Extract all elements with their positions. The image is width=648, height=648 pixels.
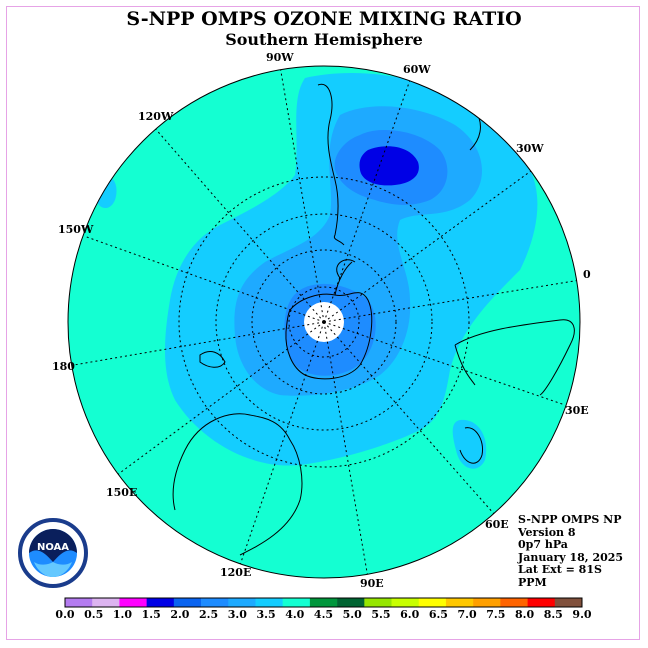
colorbar-tick-label: 3.5 <box>256 608 275 621</box>
colorbar-swatch <box>92 598 120 607</box>
lon-label-60w: 60W <box>403 63 431 76</box>
noaa-logo: NOAA <box>18 518 88 588</box>
colorbar-swatch <box>445 598 474 607</box>
colorbar-tick-label: 4.5 <box>314 608 333 621</box>
colorbar-swatch <box>65 598 93 607</box>
colorbar-tick-label: 8.5 <box>544 608 563 621</box>
lon-label-30w: 30W <box>516 142 544 155</box>
lon-label-180: 180 <box>52 360 75 373</box>
lon-label-90w: 90W <box>266 51 294 64</box>
colorbar-tick-label: 2.5 <box>199 608 218 621</box>
colorbar-swatch <box>228 598 256 607</box>
contour-1-5 <box>359 146 419 186</box>
plot-frame <box>6 6 640 640</box>
info-level: 0p7 hPa <box>518 538 568 551</box>
map-subtitle: Southern Hemisphere <box>225 30 423 49</box>
colorbar-swatch <box>337 598 365 607</box>
colorbar-tick-label: 1.0 <box>113 608 132 621</box>
contour-3-0-patch <box>452 419 487 469</box>
lon-label-0: 0 <box>583 268 591 281</box>
lon-label-150e: 150E <box>106 486 137 499</box>
colorbar-tick-label: 9.0 <box>572 608 591 621</box>
colorbar-tick-label: 5.0 <box>343 608 362 621</box>
colorbar-swatch <box>119 598 147 607</box>
lon-label-120e: 120E <box>220 566 251 579</box>
colorbar-tick-label: 7.0 <box>458 608 477 621</box>
colorbar-swatch <box>173 598 202 607</box>
colorbar-swatch <box>255 598 283 607</box>
colorbar-swatch <box>391 598 420 607</box>
info-instrument: S-NPP OMPS NP <box>518 513 622 526</box>
colorbar-tick-label: 2.0 <box>170 608 189 621</box>
colorbar-swatch <box>282 598 311 607</box>
colorbar-tick-label: 8.0 <box>515 608 534 621</box>
lon-label-120w: 120W <box>138 110 174 123</box>
colorbar-tick-label: 5.5 <box>371 608 390 621</box>
colorbar: 0.0 0.5 1.0 1.5 2.0 2.5 3.0 3.5 4.0 4.5 5.0 5.5 6.0 6… <box>55 597 592 621</box>
lon-label-150w: 150W <box>58 223 94 236</box>
lon-label-90e: 90E <box>360 577 384 590</box>
info-block: S-NPP OMPS NP Version 8 0p7 hPa January … <box>518 513 624 589</box>
info-lat-extent: Lat Ext = 81S <box>518 563 602 576</box>
colorbar-tick-label: 3.0 <box>228 608 247 621</box>
info-units: PPM <box>518 575 547 589</box>
colorbar-swatch <box>473 598 501 607</box>
colorbar-tick-label: 0.5 <box>84 608 103 621</box>
info-date: January 18, 2025 <box>518 550 624 564</box>
colorbar-tick-label: 6.0 <box>400 608 419 621</box>
colorbar-swatch <box>201 598 229 607</box>
colorbar-tick-label: 1.5 <box>142 608 161 621</box>
colorbar-border <box>64 597 583 608</box>
colorbar-swatch <box>418 598 447 607</box>
colorbar-swatch <box>554 598 583 607</box>
info-version: Version 8 <box>518 525 576 539</box>
colorbar-tick-label: 0.0 <box>55 608 74 621</box>
map-title: S-NPP OMPS OZONE MIXING RATIO <box>126 8 522 30</box>
colorbar-tick-label: 4.0 <box>285 608 304 621</box>
colorbar-swatch <box>309 598 338 607</box>
graticule <box>68 66 580 578</box>
colorbar-tick-label: 6.5 <box>429 608 448 621</box>
colorbar-swatch <box>500 598 528 607</box>
colorbar-swatch <box>146 598 175 607</box>
colorbar-swatch <box>364 598 392 607</box>
lon-label-30e: 30E <box>565 404 589 417</box>
colorbar-swatch <box>527 598 556 607</box>
lon-label-60e: 60E <box>485 518 509 531</box>
colorbar-tick-label: 7.5 <box>486 608 505 621</box>
map-border <box>67 65 581 579</box>
noaa-logo-text: NOAA <box>37 542 69 553</box>
